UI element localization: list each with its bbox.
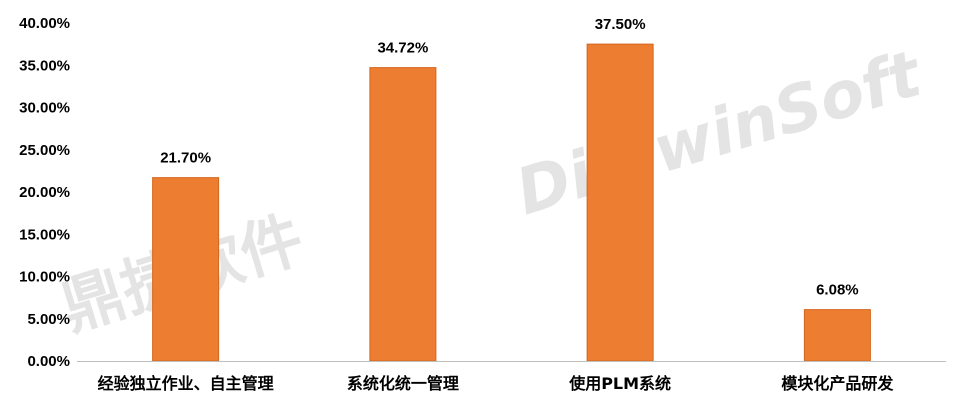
- data-label: 6.08%: [816, 282, 859, 299]
- x-tick-label: 模块化产品研发: [781, 374, 894, 393]
- y-tick-label: 0.00%: [27, 353, 70, 370]
- y-tick-label: 20.00%: [19, 184, 70, 201]
- watermark-en: DigiwinSoft: [508, 37, 932, 231]
- y-tick-label: 15.00%: [19, 226, 70, 243]
- x-tick-label: 使用PLM系统: [568, 374, 671, 393]
- x-tick-label: 系统化统一管理: [347, 374, 459, 393]
- y-tick-label: 30.00%: [19, 100, 70, 117]
- bar: [152, 177, 220, 362]
- data-label: 21.70%: [160, 150, 211, 167]
- bar: [369, 67, 437, 362]
- bars: [152, 43, 871, 362]
- bar: [803, 309, 871, 362]
- y-axis: 0.00% 5.00% 10.00% 15.00% 20.00% 25.00% 30.00%…: [19, 15, 70, 370]
- x-tick-label: 经验独立作业、自主管理: [98, 374, 274, 393]
- x-axis: 经验独立作业、自主管理 系统化统一管理 使用PLM系统 模块化产品研发: [98, 374, 895, 393]
- y-tick-label: 40.00%: [19, 15, 70, 32]
- data-label: 34.72%: [377, 40, 428, 57]
- bar: [586, 43, 654, 362]
- data-label: 37.50%: [595, 16, 646, 33]
- y-tick-label: 10.00%: [19, 269, 70, 286]
- y-tick-label: 5.00%: [27, 311, 70, 328]
- y-tick-label: 25.00%: [19, 142, 70, 159]
- data-labels: 21.70% 34.72% 37.50% 6.08%: [160, 16, 858, 298]
- y-tick-label: 35.00%: [19, 57, 70, 74]
